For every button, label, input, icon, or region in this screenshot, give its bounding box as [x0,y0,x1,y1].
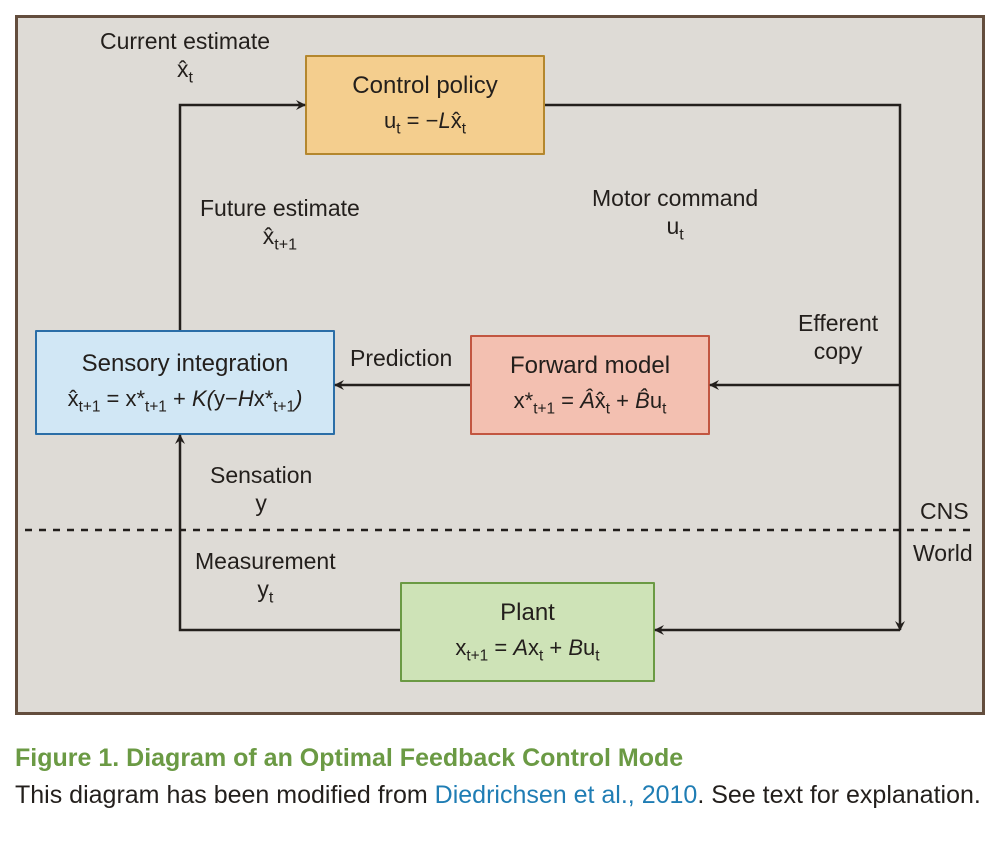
node-equation: x*t+1 = Âx̂t + B̂ut [514,387,667,419]
figure-wrapper: Control policy ut = −Lx̂t Forward model … [0,0,1000,852]
label-line1: Motor command [592,185,758,211]
label-current-estimate: Current estimate x̂t [100,28,270,88]
label-line1: World [913,540,973,566]
figure-number: Figure 1. [15,744,119,772]
label-line1: Measurement [195,548,336,574]
label-line1: Sensation [210,462,312,488]
figure-title: Diagram of an Optimal Feedback Control M… [126,744,683,772]
label-line2: yt [195,576,336,608]
label-line2: ut [592,213,758,245]
node-equation: xt+1 = Axt + But [455,634,599,666]
node-title: Forward model [510,351,670,381]
label-world: World [913,540,973,568]
label-line1: Current estimate [100,28,270,54]
label-measurement: Measurement yt [195,548,336,608]
label-sensation: Sensation y [210,462,312,517]
node-title: Control policy [352,71,497,101]
figure-caption: Figure 1. Diagram of an Optimal Feedback… [15,744,985,812]
label-cns: CNS [920,498,969,526]
label-line1: Prediction [350,345,452,371]
label-line2: y [210,490,312,518]
label-efferent-copy: Efferent copy [798,310,878,365]
node-title: Sensory integration [82,349,289,379]
label-line1: Future estimate [200,195,360,221]
caption-body-post: . See text for explanation. [697,781,981,809]
node-sensory-integration: Sensory integration x̂t+1 = x*t+1 + K(y−… [35,330,335,435]
label-line2: x̂t [100,56,270,88]
caption-heading: Figure 1. Diagram of an Optimal Feedback… [15,744,683,772]
node-control-policy: Control policy ut = −Lx̂t [305,55,545,155]
node-forward-model: Forward model x*t+1 = Âx̂t + B̂ut [470,335,710,435]
caption-body: This diagram has been modified from Died… [15,779,985,812]
label-line1: Efferent [798,310,878,336]
node-equation: x̂t+1 = x*t+1 + K(y−Hx*t+1) [68,385,303,417]
label-future-estimate: Future estimate x̂t+1 [200,195,360,255]
citation-link[interactable]: Diedrichsen et al., 2010 [435,781,698,809]
node-plant: Plant xt+1 = Axt + But [400,582,655,682]
label-line2: x̂t+1 [200,223,360,255]
caption-body-pre: This diagram has been modified from [15,781,435,809]
node-title: Plant [500,598,555,628]
label-line2: copy [798,338,878,366]
node-equation: ut = −Lx̂t [384,107,466,139]
label-line1: CNS [920,498,969,524]
label-prediction: Prediction [350,345,452,373]
label-motor-command: Motor command ut [592,185,758,245]
